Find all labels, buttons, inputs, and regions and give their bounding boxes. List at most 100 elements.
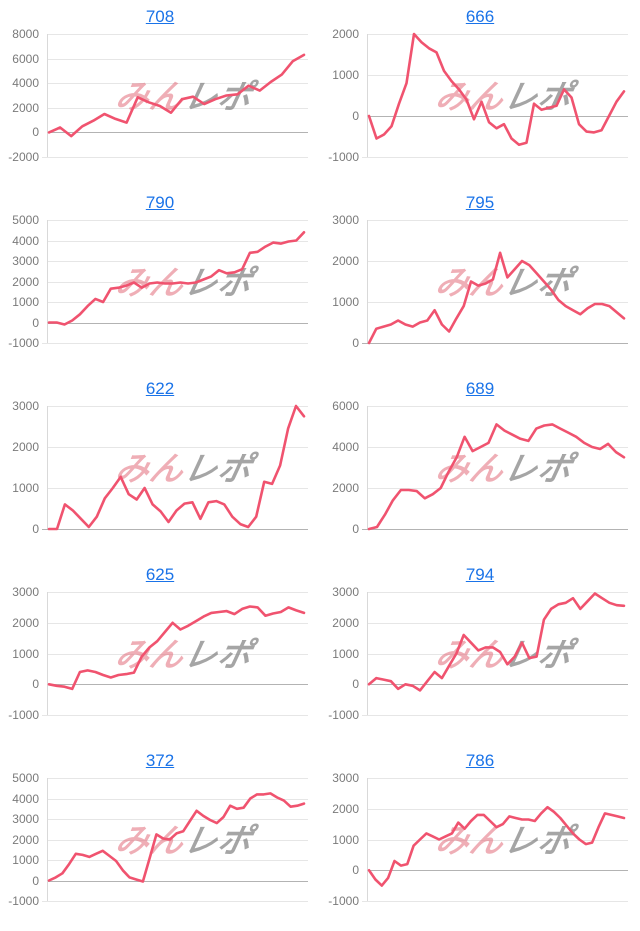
series-line: [367, 805, 626, 887]
y-axis-label: 1000: [332, 67, 359, 82]
chart-plot: みんレポ: [362, 406, 628, 531]
chart-plot: みんレポ: [42, 404, 308, 531]
chart-title: 622: [0, 379, 320, 399]
y-axis-label: -1000: [328, 707, 359, 722]
y-axis-label: 1000: [12, 294, 39, 309]
y-axis-label: 0: [352, 335, 359, 350]
chart-line: [367, 32, 626, 146]
y-axis-label: 2000: [12, 100, 39, 115]
y-axis-label: 2000: [332, 26, 359, 41]
y-axis-label: 3000: [12, 811, 39, 826]
series-line: [47, 404, 306, 531]
chart-plot: みんレポ: [362, 220, 628, 345]
chart-line: [47, 53, 306, 138]
y-axis-label: 8000: [12, 26, 39, 41]
chart-title-link[interactable]: 786: [465, 751, 495, 770]
chart-title: 372: [0, 751, 320, 771]
chart-cell: 666 みんレポ 2000 1000 0 -1000: [320, 0, 640, 186]
chart-cell: 622 みんレポ 3000 2000 1000 0: [0, 372, 320, 558]
series-line: [367, 251, 626, 345]
series-line: [367, 32, 626, 146]
y-axis-label: 2000: [12, 615, 39, 630]
chart-title: 786: [320, 751, 640, 771]
chart-title-link[interactable]: 794: [465, 565, 495, 584]
chart-title-link[interactable]: 622: [145, 379, 175, 398]
chart-title-link[interactable]: 795: [465, 193, 495, 212]
chart-line: [47, 605, 306, 691]
chart-title-link[interactable]: 666: [465, 7, 495, 26]
y-axis-label: 4000: [12, 233, 39, 248]
y-axis-label: 3000: [332, 584, 359, 599]
y-axis-label: 0: [32, 124, 39, 139]
y-axis-label: 1000: [12, 852, 39, 867]
y-axis-label: 5000: [12, 770, 39, 785]
y-axis-label: 1000: [12, 480, 39, 495]
chart-plot: みんレポ: [362, 592, 628, 716]
chart-title-link[interactable]: 689: [465, 379, 495, 398]
y-axis-label: 3000: [12, 584, 39, 599]
chart-grid: [362, 406, 628, 530]
chart-title: 625: [0, 565, 320, 585]
chart-cell: 708 みんレポ 8000 6000 4000 2000 0 -2000: [0, 0, 320, 186]
chart-line: [367, 423, 626, 531]
chart-grid: [362, 34, 628, 158]
y-axis-label: -1000: [328, 893, 359, 908]
chart-cell: 794 みんレポ 3000 2000 1000 0 -1000: [320, 558, 640, 744]
y-axis-label: 0: [352, 521, 359, 536]
y-axis-label: 2000: [332, 480, 359, 495]
y-axis-label: 0: [352, 108, 359, 123]
y-axis-label: 2000: [332, 253, 359, 268]
chart-plot: みんレポ: [42, 778, 308, 902]
y-axis-label: -2000: [8, 149, 39, 164]
chart-title-link[interactable]: 790: [145, 193, 175, 212]
series-line: [367, 592, 626, 692]
chart-cell: 625 みんレポ 3000 2000 1000 0 -1000: [0, 558, 320, 744]
chart-title: 795: [320, 193, 640, 213]
chart-line: [47, 231, 306, 326]
y-axis-label: 4000: [332, 439, 359, 454]
chart-plot: みんレポ: [362, 778, 628, 902]
y-axis-label: -1000: [8, 707, 39, 722]
series-line: [47, 792, 306, 883]
y-axis-label: 3000: [332, 212, 359, 227]
y-axis-label: 1000: [332, 832, 359, 847]
y-axis-label: 0: [352, 676, 359, 691]
chart-title: 708: [0, 7, 320, 27]
chart-grid: [362, 592, 628, 716]
y-axis-label: 2000: [12, 439, 39, 454]
chart-cell: 790 みんレポ 5000 4000 3000 2000 1000 0 -1000: [0, 186, 320, 372]
y-axis-label: -1000: [8, 893, 39, 908]
y-axis-label: 2000: [332, 801, 359, 816]
chart-line: [367, 592, 626, 692]
y-axis-label: 3000: [332, 770, 359, 785]
y-axis-label: 5000: [12, 212, 39, 227]
chart-title-link[interactable]: 625: [145, 565, 175, 584]
chart-line: [47, 404, 306, 531]
chart-title: 794: [320, 565, 640, 585]
chart-title: 790: [0, 193, 320, 213]
chart-title: 666: [320, 7, 640, 27]
y-axis-label: 1000: [332, 294, 359, 309]
y-axis-label: -1000: [8, 335, 39, 350]
series-line: [367, 423, 626, 531]
chart-cell: 689 みんレポ 6000 4000 2000 0: [320, 372, 640, 558]
y-axis-label: 3000: [12, 253, 39, 268]
chart-title-link[interactable]: 708: [145, 7, 175, 26]
chart-cell: 372 みんレポ 5000 4000 3000 2000 1000 0 -1000: [0, 744, 320, 927]
chart-grid: [42, 778, 308, 902]
series-line: [47, 53, 306, 138]
y-axis-label: 0: [32, 521, 39, 536]
chart-grid: [42, 406, 308, 530]
y-axis-label: 2000: [12, 832, 39, 847]
y-axis-label: 0: [32, 676, 39, 691]
chart-title: 689: [320, 379, 640, 399]
chart-title-link[interactable]: 372: [145, 751, 175, 770]
y-axis-label: 2000: [12, 274, 39, 289]
y-axis-label: 4000: [12, 75, 39, 90]
y-axis-label: 3000: [12, 398, 39, 413]
y-axis-label: 0: [352, 862, 359, 877]
y-axis-label: 2000: [332, 615, 359, 630]
chart-line: [367, 251, 626, 345]
y-axis-label: 4000: [12, 791, 39, 806]
